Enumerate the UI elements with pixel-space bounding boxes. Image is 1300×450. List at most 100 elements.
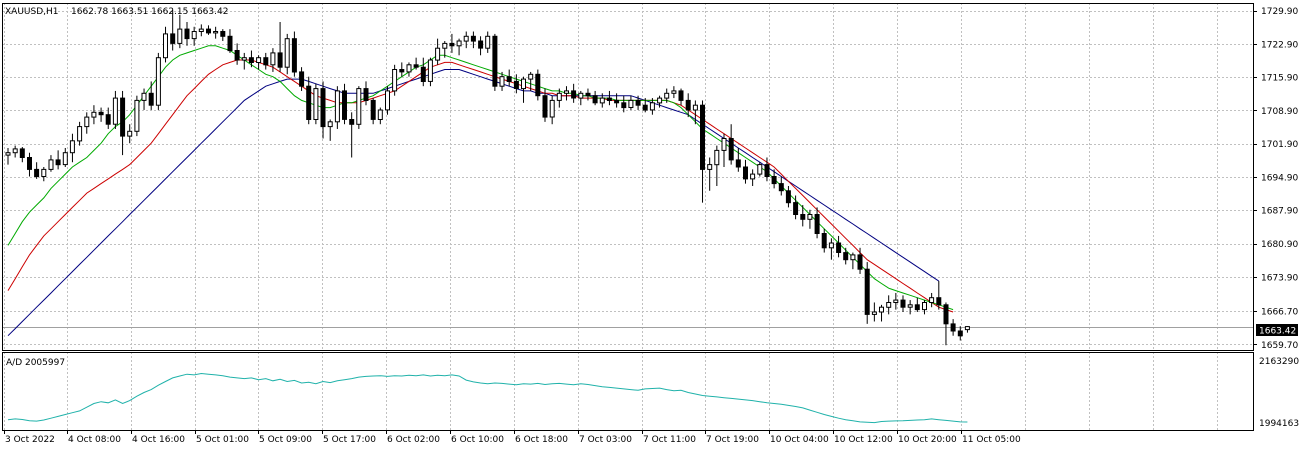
candle xyxy=(513,74,519,94)
candle-body-up xyxy=(907,304,913,308)
candle-body-up xyxy=(628,99,634,109)
x-tick-label: 3 Oct 2022 xyxy=(5,435,55,445)
candle-body-down xyxy=(55,159,61,166)
candle xyxy=(828,238,834,260)
candle-body-up xyxy=(41,168,47,177)
price-badge xyxy=(1256,324,1298,336)
y-tick-label: 1687.90 xyxy=(1261,207,1298,217)
candle-body-up xyxy=(127,130,133,137)
candle-body-down xyxy=(814,214,820,234)
x-tick-label: 4 Oct 08:00 xyxy=(68,435,121,445)
candle-body-down xyxy=(370,99,376,120)
candle xyxy=(27,152,32,177)
candle-body-down xyxy=(800,214,806,220)
candle xyxy=(556,88,562,108)
candle xyxy=(528,71,534,91)
candle-body-up xyxy=(871,311,877,315)
candle-body-down xyxy=(120,97,126,137)
candle xyxy=(177,14,183,49)
candle-body-down xyxy=(206,28,211,34)
candle xyxy=(721,133,727,167)
ad-line xyxy=(7,372,968,424)
candle xyxy=(700,100,705,203)
candle-body-up xyxy=(964,326,970,331)
candle-body-down xyxy=(299,71,305,87)
candle xyxy=(950,319,956,336)
candle xyxy=(571,83,577,103)
candle xyxy=(5,147,11,165)
candle xyxy=(635,95,641,110)
candle-body-down xyxy=(506,76,512,82)
candle xyxy=(964,326,970,333)
candle-body-down xyxy=(478,40,484,49)
candle xyxy=(843,247,849,265)
candle-body-up xyxy=(707,164,713,170)
candle xyxy=(198,24,204,37)
candle xyxy=(134,95,140,137)
candle xyxy=(793,195,799,220)
candle-body-up xyxy=(757,164,763,175)
candle xyxy=(191,26,197,46)
candle xyxy=(406,62,412,77)
candle xyxy=(499,71,505,91)
candle xyxy=(470,31,476,49)
candle xyxy=(342,83,347,125)
candle-body-down xyxy=(342,90,347,120)
time-axis: 3 Oct 2022 4 Oct 08:00 4 Oct 16:00 5 Oct 01… xyxy=(4,430,1021,445)
candle xyxy=(442,41,448,58)
candle-body-down xyxy=(19,148,25,158)
candle-body-down xyxy=(957,330,963,337)
candle xyxy=(864,262,870,324)
candle xyxy=(227,29,233,53)
x-tick-label: 5 Oct 17:00 xyxy=(323,435,376,445)
candle-body-up xyxy=(163,33,168,59)
candle xyxy=(743,159,748,184)
candle xyxy=(399,62,405,77)
x-tick-label: 4 Oct 16:00 xyxy=(132,435,185,445)
x-tick-label: 6 Oct 10:00 xyxy=(451,435,504,445)
candle-body-down xyxy=(793,202,799,216)
candle-body-up xyxy=(564,90,569,94)
candle xyxy=(41,166,47,182)
candle-body-up xyxy=(69,140,75,154)
candle-body-up xyxy=(556,92,562,101)
candle xyxy=(785,186,791,208)
candle xyxy=(206,25,211,35)
candle xyxy=(678,88,684,106)
candle xyxy=(349,112,355,158)
candle xyxy=(291,31,297,77)
x-tick-label: 7 Oct 19:00 xyxy=(706,435,759,445)
y-tick-label: 1659.70 xyxy=(1261,341,1298,351)
candle-body-down xyxy=(27,157,32,170)
candle-body-up xyxy=(649,102,655,111)
candle xyxy=(327,119,333,141)
candle xyxy=(821,228,827,253)
candle-body-down xyxy=(34,168,40,177)
candle-body-down xyxy=(320,88,326,128)
candle xyxy=(120,90,126,156)
candle-body-up xyxy=(112,97,118,125)
candle-body-up xyxy=(155,57,161,106)
candle xyxy=(929,292,935,308)
candle xyxy=(427,57,433,87)
candle-body-down xyxy=(728,138,734,161)
candle-body-down xyxy=(449,42,455,47)
candle xyxy=(370,98,376,125)
candle-body-up xyxy=(406,64,412,73)
candle xyxy=(241,52,247,70)
ohlc-label: 1662.78 1663.51 1662.15 1663.42 xyxy=(71,7,228,17)
candle-body-down xyxy=(857,254,863,270)
candle xyxy=(478,36,484,56)
candle-body-up xyxy=(578,92,584,99)
candle-body-down xyxy=(399,69,405,73)
candle xyxy=(800,205,806,227)
candle xyxy=(814,207,820,239)
candles xyxy=(5,10,970,346)
candle-body-down xyxy=(420,66,426,82)
price-axis: 1729.90 1722.90 1715.90 1708.90 1701.90 1694.… xyxy=(1253,7,1298,351)
candle-body-up xyxy=(456,40,462,47)
candle xyxy=(248,50,254,68)
candle xyxy=(363,81,369,106)
candle-body-up xyxy=(141,92,147,101)
